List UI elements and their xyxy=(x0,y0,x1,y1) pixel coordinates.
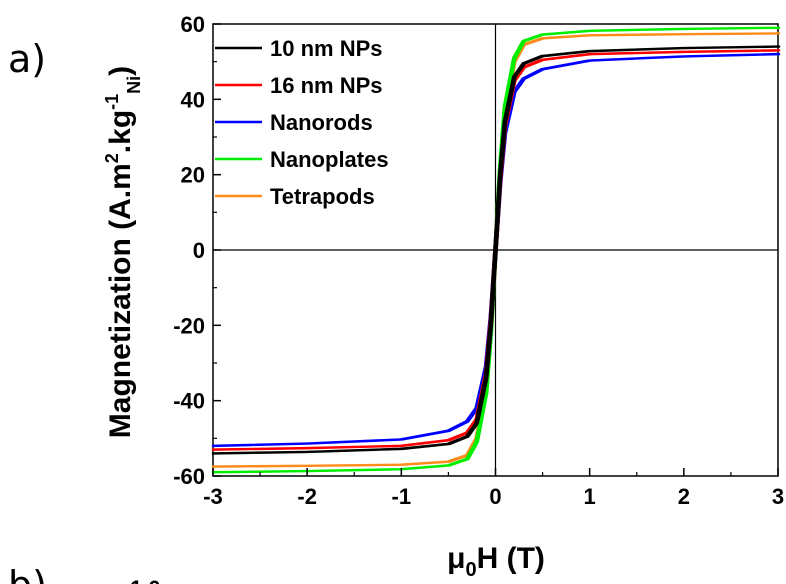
x-tick-label: -2 xyxy=(297,484,317,509)
series-layer xyxy=(211,26,781,474)
y-tick-label: -60 xyxy=(173,464,205,489)
legend-label-2: 16 nm NPs xyxy=(270,73,383,98)
next-panel-tick: 1.0 xyxy=(130,576,161,584)
x-tick-label: 1 xyxy=(584,484,596,509)
x-tick-label: -1 xyxy=(392,484,412,509)
legend: 10 nm NPs 16 nm NPs Nanorods Nanoplates Tetr… xyxy=(215,36,389,209)
x-tick-label: -3 xyxy=(203,484,223,509)
legend-label-5: Tetrapods xyxy=(270,184,375,209)
x-tick-label: 3 xyxy=(772,484,784,509)
series-line-4 xyxy=(211,26,781,474)
x-tick-label: 0 xyxy=(489,484,501,509)
y-tick-label: 20 xyxy=(181,163,205,188)
y-tick-label: -40 xyxy=(173,389,205,414)
legend-label-4: Nanoplates xyxy=(270,147,389,172)
y-tick-label: 40 xyxy=(181,87,205,112)
legend-label-1: 10 nm NPs xyxy=(270,36,383,61)
y-tick-label: -20 xyxy=(173,313,205,338)
y-tick-label: 0 xyxy=(193,238,205,263)
ticks-layer: -3 -2 -1 0 1 2 3 -60 -40 -20 0 20 40 60 xyxy=(173,12,784,509)
legend-label-3: Nanorods xyxy=(270,110,373,135)
x-axis-title: μ0H (T) xyxy=(447,542,545,581)
x-tick-label: 2 xyxy=(678,484,690,509)
y-tick-label: 60 xyxy=(181,12,205,37)
panel-label-b: b) xyxy=(8,563,47,584)
panel-label-a: a) xyxy=(8,37,46,81)
series-line-1 xyxy=(211,45,781,455)
y-axis-title: Magnetization (A.m2.kg-1Ni) xyxy=(102,66,144,438)
